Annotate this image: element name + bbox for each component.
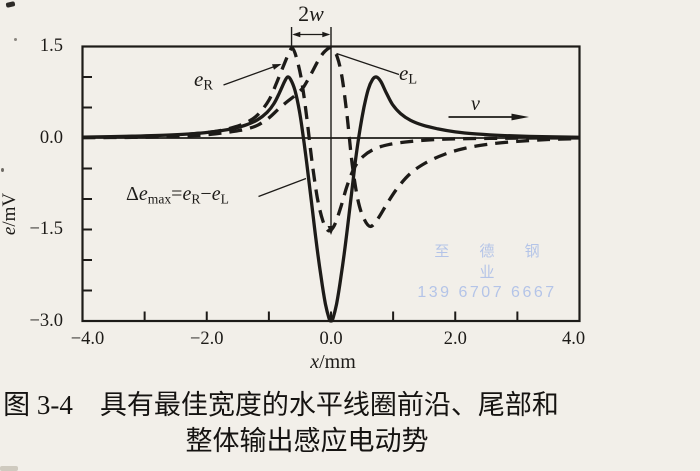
delta-variable: e (138, 183, 148, 205)
eR-pointer-arrowhead-icon (272, 64, 282, 70)
eR-subscript: R (203, 77, 213, 94)
scan-speck (14, 38, 17, 41)
series-label-eR: eR (194, 67, 213, 94)
eR-variable: e (194, 67, 204, 91)
watermark: 至 德 钢 业 139 6707 6667 (407, 240, 567, 302)
figure-caption-line2: 整体输出感应电动势 (185, 426, 429, 456)
curve-e_L (82, 45, 580, 229)
rhs-eR-subscript: R (191, 191, 201, 207)
eR-pointer-line (223, 63, 281, 86)
delta-equation-label: Δemax=eR−eL (126, 183, 229, 207)
width-left-arrowhead-icon (292, 31, 301, 38)
delta-symbol: Δ (126, 183, 139, 205)
equals-sign: = (171, 183, 183, 205)
rhs-eL-subscript: L (220, 191, 229, 207)
eL-pointer-line (336, 52, 400, 76)
delta-subscript: max (147, 191, 172, 207)
figure-caption-line1: 图 3-4 具有最佳宽度的水平线圈前沿、尾部和 (3, 390, 559, 420)
y-axis-unit: /mV (0, 192, 20, 227)
velocity-label: v (471, 93, 480, 115)
scan-smudge (0, 466, 18, 471)
rhs-eL-variable: e (211, 183, 221, 205)
scan-speck (1, 168, 4, 172)
y-axis-label: e/mV (0, 187, 22, 241)
x-axis-variable: x (310, 351, 320, 373)
x-axis-unit: /mm (319, 351, 356, 373)
watermark-company: 至 德 钢 业 (434, 243, 553, 281)
delta-pointer-line (258, 177, 307, 198)
eL-subscript: L (408, 71, 418, 88)
width-right-arrowhead-icon (322, 31, 331, 38)
x-axis-label: x/mm (302, 351, 364, 373)
watermark-phone: 139 6707 6667 (417, 284, 557, 301)
coil-width-number: 2 (298, 1, 310, 26)
curve-delta_e_total (82, 75, 580, 323)
eL-variable: e (399, 61, 409, 85)
coil-width-annotation: 2w (287, 1, 335, 26)
y-axis-variable: e (0, 226, 20, 236)
series-label-eL: eL (399, 61, 418, 88)
velocity-arrowhead-icon (511, 113, 529, 121)
coil-width-variable: w (309, 1, 324, 26)
rhs-eR-variable: e (182, 183, 192, 205)
minus-sign: − (200, 183, 212, 205)
